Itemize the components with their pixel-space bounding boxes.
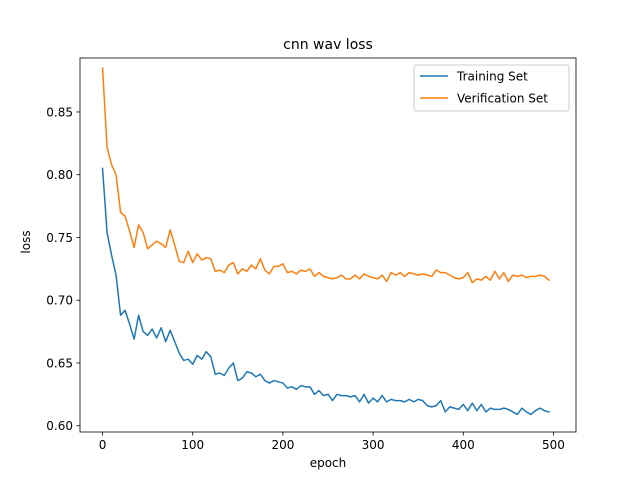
y-tick-label: 0.75 [46,231,73,245]
x-axis-label: epoch [310,456,347,470]
series-line-2 [101,67,551,284]
x-tick-label: 200 [271,438,294,452]
legend-box [413,64,570,112]
x-tick-label: 400 [452,438,475,452]
y-tick-label: 0.60 [46,419,73,433]
y-axis-label: loss [19,230,33,253]
series-line-1 [101,167,550,416]
y-tick-label: 0.70 [46,294,73,308]
chart-title: cnn wav loss [283,37,373,53]
legend-label: Training Set [456,70,528,84]
y-tick-label: 0.65 [46,356,73,370]
x-tick-label: 100 [181,438,204,452]
plot-frame [79,57,577,433]
x-tick-label: 300 [362,438,385,452]
legend-label: Verification Set [457,92,548,106]
y-tick-label: 0.80 [46,168,73,182]
x-tick-label: 0 [99,438,107,452]
y-tick-label: 0.85 [46,105,73,119]
x-tick-label: 500 [542,438,565,452]
